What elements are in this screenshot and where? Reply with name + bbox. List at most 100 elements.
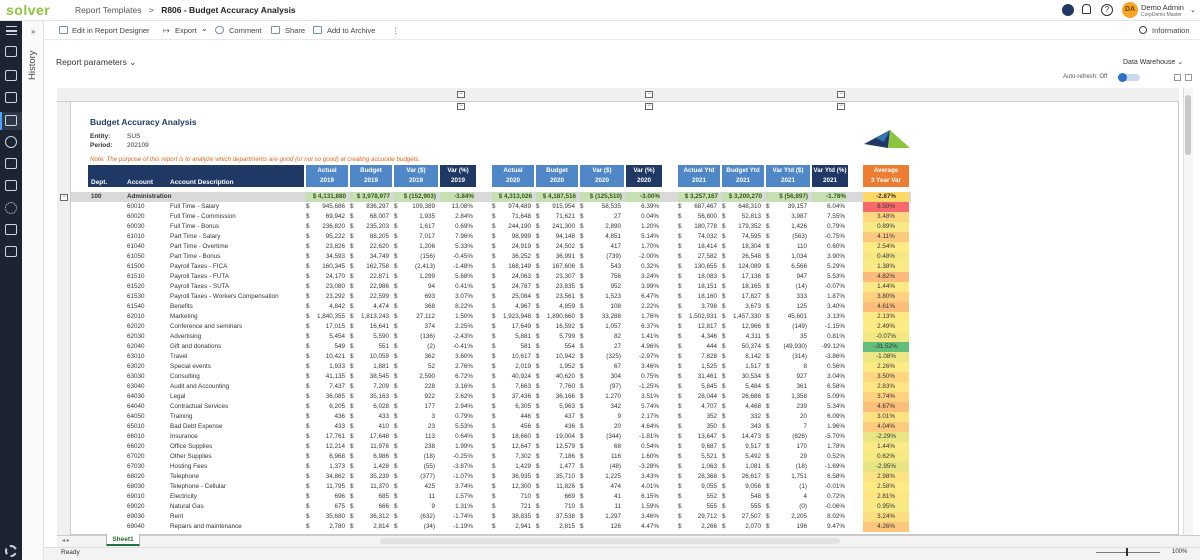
currency-symbol: $ [536, 303, 540, 310]
hamburger-icon[interactable] [6, 26, 17, 35]
value-cell: 67 [613, 363, 621, 370]
table-row[interactable]: 66020 Office Supplies $12,214 $11,976 $238 1.… [71, 442, 911, 452]
information-button[interactable]: Information [1152, 26, 1190, 35]
table-row[interactable]: 64030 Legal $36,085 $35,163 $922 2.62% $37,436… [71, 392, 911, 402]
table-row[interactable]: 60010 Full Time - Salary $945,686 $836,297 $… [71, 202, 911, 212]
table-row[interactable]: 61500 Payroll Taxes - FICA $160,345 $162,75… [71, 262, 911, 272]
value-cell: 236,820 [322, 223, 345, 230]
collapse-column-button[interactable]: − [457, 91, 465, 98]
solver-logo[interactable]: solver [6, 2, 50, 18]
avatar[interactable]: DA [1122, 2, 1138, 18]
grid-icon[interactable] [5, 224, 17, 235]
currency-symbol: $ [492, 363, 496, 370]
more-options-button[interactable]: ⋮ [392, 26, 400, 35]
table-row[interactable]: 60030 Full Time - Bonus $236,820 $235,203 $1… [71, 222, 911, 232]
table-row[interactable]: 69030 Rent $35,680 $36,312 $ (632) -1.74% $38,8… [71, 512, 911, 522]
auto-refresh-toggle[interactable] [1118, 74, 1140, 81]
table-row[interactable]: 63040 Audit and Accounting $7,437 $7,209 $22… [71, 382, 911, 392]
value-cell: 551 [378, 343, 389, 350]
table-row[interactable]: 60020 Full Time - Commission $69,942 $68,00… [71, 212, 911, 222]
checkbox-icon[interactable] [1174, 74, 1181, 81]
calendar-icon[interactable] [5, 158, 17, 169]
collapse-column-button[interactable]: − [645, 103, 653, 110]
reports-icon[interactable] [5, 70, 17, 81]
datasource-select[interactable]: Data Warehouse ⌄ [1123, 58, 1183, 66]
forms-icon[interactable] [5, 180, 17, 191]
account-cell: 61040 [127, 243, 145, 250]
collapse-column-button[interactable]: − [457, 103, 465, 110]
table-row[interactable]: 69040 Repairs and maintenance $2,780 $2,814… [71, 522, 911, 532]
avg-cell: 2.98% [863, 472, 909, 482]
dashboard-icon[interactable] [5, 92, 17, 103]
table-row[interactable]: 62040 Gift and donations $549 $551 $ (2) -0.41… [71, 342, 911, 352]
list-icon[interactable] [5, 246, 17, 257]
table-row[interactable]: 61540 Benefits $4,842 $4,474 $368 8.22% $4,967… [71, 302, 911, 312]
table-row[interactable]: 66010 Insurance $17,761 $17,648 $113 0.64% $18… [71, 432, 911, 442]
table-row[interactable]: 67020 Other Supplies $6,968 $6,986 $ (18) -0.2… [71, 452, 911, 462]
horizontal-scrollbar[interactable] [380, 538, 840, 544]
comment-button[interactable]: Comment [229, 26, 262, 35]
history-label[interactable]: History [27, 50, 38, 80]
table-row[interactable]: 61530 Payroll Taxes - Workers Compensatio… [71, 292, 911, 302]
workflow-icon[interactable] [5, 202, 17, 214]
table-row[interactable]: 68020 Telephone $34,862 $35,239 $ (377) -1.07%… [71, 472, 911, 482]
table-row[interactable]: 62010 Marketing $1,840,355 $1,813,243 $27,11… [71, 312, 911, 322]
breadcrumb-section[interactable]: Report Templates [75, 5, 142, 15]
description-cell: Advertising [170, 333, 202, 340]
home-icon[interactable] [5, 46, 17, 57]
table-row[interactable]: 65010 Bad Debt Expense $433 $410 $23 5.53% $45… [71, 422, 911, 432]
value-cell: 196 [796, 523, 807, 530]
table-row[interactable]: 64040 Contractual Services $6,205 $6,028 $17… [71, 402, 911, 412]
collapse-column-button[interactable]: − [837, 91, 845, 98]
currency-symbol: $ [766, 413, 770, 420]
share-button[interactable]: Share [285, 26, 306, 35]
table-row[interactable]: 64050 Training $436 $433 $3 0.79% $446 $437 $9 2.… [71, 412, 911, 422]
report-parameters-toggle[interactable]: Report parameters ⌄ [56, 57, 136, 68]
expand-icon[interactable]: » [31, 27, 36, 36]
vertical-scrollbar[interactable] [1183, 88, 1193, 535]
zoom-slider[interactable] [1096, 552, 1160, 553]
table-row[interactable]: 63020 Special events $1,933 $1,881 $52 2.76% $… [71, 362, 911, 372]
table-row[interactable]: 62020 Conference and seminars $17,015 $16,6… [71, 322, 911, 332]
value-cell: 3,798 [701, 303, 717, 310]
collapse-column-button[interactable]: − [645, 91, 653, 98]
table-row-total[interactable]: 100 Administration $ 4,131,880 $ 3,978,977 $… [71, 192, 911, 202]
value-cell: 27 [613, 213, 621, 220]
currency-symbol: $ [536, 453, 540, 460]
globe-icon[interactable] [1062, 4, 1074, 16]
table-row[interactable]: 62030 Advertising $5,454 $5,590 $ (136) -2.43%… [71, 332, 911, 342]
table-row[interactable]: 61050 Part Time - Bonus $34,593 $34,749 $ (15… [71, 252, 911, 262]
table-row[interactable]: 63010 Travel $10,421 $10,059 $362 3.60% $10,61… [71, 352, 911, 362]
collapse-column-button[interactable]: − [837, 103, 845, 110]
currency-symbol: $ [350, 423, 354, 430]
collapse-row-button[interactable]: − [60, 194, 68, 201]
table-row[interactable]: 63030 Consulting $41,135 $38,545 $2,590 6.72%… [71, 372, 911, 382]
table-row[interactable]: 61010 Part Time - Salary $95,222 $88,205 $7,… [71, 232, 911, 242]
description-cell: Rent [170, 513, 184, 520]
clock-icon[interactable] [5, 136, 17, 148]
table-row[interactable]: 69010 Electricity $696 $685 $11 1.57% $710 $669… [71, 492, 911, 502]
table-row[interactable]: 68030 Telephone - Cellular $11,795 $11,370 $… [71, 482, 911, 492]
table-row[interactable]: 61040 Part Time - Overtime $23,826 $22,620 $… [71, 242, 911, 252]
vertical-scroll-thumb[interactable] [1185, 95, 1191, 155]
chevron-down-icon[interactable]: ⌄ [1190, 7, 1196, 14]
archive-button[interactable]: Add to Archive [327, 26, 376, 35]
sheet-tab[interactable]: Sheet1 [106, 534, 140, 546]
table-row[interactable]: 67030 Hosting Fees $1,373 $1,428 $ (55) -3.87%… [71, 462, 911, 472]
tab-nav-icon[interactable]: ◂ ▸ [62, 538, 70, 544]
table-row[interactable]: 61510 Payroll Taxes - FUTA $24,170 $22,871 $… [71, 272, 911, 282]
table-row[interactable]: 61520 Payroll Taxes - SUTA $23,080 $22,986 $… [71, 282, 911, 292]
user-name[interactable]: Demo Admin [1141, 3, 1184, 12]
settings-icon[interactable] [5, 545, 17, 557]
currency-symbol: $ [722, 463, 726, 470]
table-row[interactable]: 69020 Natural Gas $675 $666 $9 1.31% $721 $710 $… [71, 502, 911, 512]
edit-report-button[interactable]: Edit in Report Designer [72, 26, 150, 35]
bell-icon[interactable] [1082, 4, 1091, 14]
zoom-slider-knob[interactable] [1126, 548, 1128, 556]
chevron-down-icon[interactable]: ⌄ [201, 24, 208, 33]
grid-toggle-icon[interactable] [1185, 74, 1192, 81]
currency-symbol: $ [722, 433, 726, 440]
export-button[interactable]: Export [175, 26, 197, 35]
help-icon[interactable]: ? [1101, 4, 1113, 16]
value-cell: 696 [334, 493, 345, 500]
